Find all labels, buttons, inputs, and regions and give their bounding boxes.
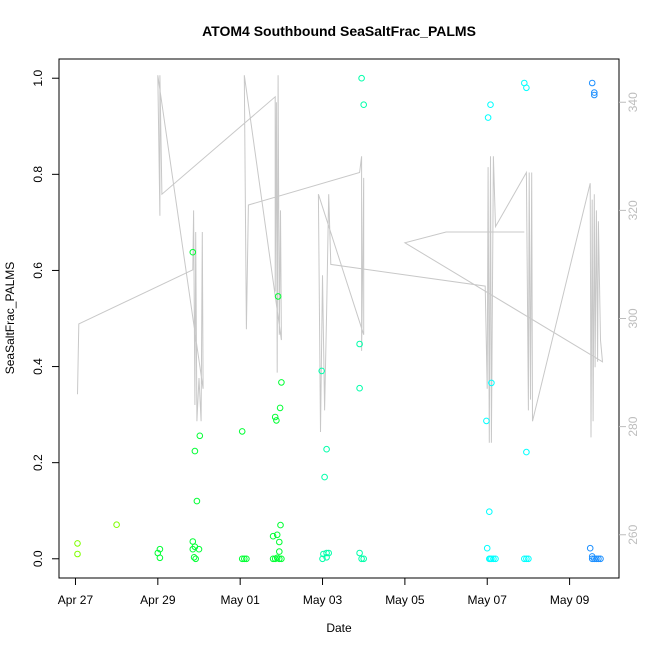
- data-point: [277, 521, 284, 529]
- secondary-y-axis: 260 280 300 320 340: [619, 92, 640, 545]
- data-point: [597, 555, 604, 563]
- data-point: [487, 101, 494, 108]
- data-point: [358, 555, 365, 563]
- data-point: [325, 549, 333, 557]
- data-point: [156, 554, 164, 562]
- y2-tick-label: 320: [626, 200, 640, 220]
- data-point: [193, 497, 201, 505]
- data-point: [323, 549, 330, 557]
- data-point: [196, 432, 204, 440]
- data-point: [591, 555, 598, 563]
- data-point: [243, 555, 250, 563]
- data-point: [490, 555, 497, 563]
- data-point: [238, 555, 246, 563]
- data-point: [276, 538, 283, 546]
- y-tick-label: 0.4: [31, 358, 45, 375]
- data-point: [360, 555, 368, 563]
- data-point: [595, 555, 602, 563]
- data-point: [591, 91, 598, 99]
- data-point: [356, 340, 363, 348]
- data-point: [521, 555, 528, 563]
- data-point: [523, 555, 530, 563]
- data-point: [523, 448, 530, 456]
- data-point: [586, 544, 594, 552]
- data-point: [276, 404, 284, 412]
- data-point: [483, 544, 491, 552]
- data-point: [356, 384, 363, 392]
- x-tick-label: May 09: [550, 593, 590, 607]
- data-point: [523, 84, 530, 92]
- data-point: [192, 555, 199, 563]
- x-axis: Apr 27 Apr 29 May 01 May 03 May 05 May 07 May …: [58, 577, 590, 607]
- data-point: [276, 548, 283, 555]
- data-point: [278, 379, 285, 386]
- data-point: [356, 549, 363, 557]
- secondary-line-layer: [77, 75, 604, 443]
- data-point: [483, 417, 490, 425]
- data-point: [271, 413, 279, 421]
- data-point: [156, 545, 164, 553]
- data-point: [488, 555, 495, 563]
- data-point: [588, 555, 596, 563]
- data-point: [189, 248, 197, 256]
- data-point: [190, 554, 198, 561]
- data-point: [591, 89, 598, 96]
- data-point: [593, 555, 600, 563]
- y2-tick-label: 340: [626, 92, 640, 112]
- y2-tick-label: 280: [626, 416, 640, 436]
- x-tick-label: May 07: [468, 593, 508, 607]
- data-point: [276, 555, 283, 563]
- data-point: [525, 555, 532, 563]
- y-tick-label: 1.0: [31, 70, 45, 87]
- data-point: [360, 101, 368, 108]
- data-point: [321, 473, 328, 481]
- chart-title: ATOM4 Southbound SeaSaltFrac_PALMS: [202, 23, 476, 39]
- x-tick-label: Apr 29: [140, 593, 176, 607]
- data-point: [273, 531, 281, 539]
- data-point: [269, 555, 277, 563]
- data-point: [323, 445, 330, 453]
- y-tick-label: 0.2: [31, 454, 45, 471]
- x-tick-label: May 03: [303, 593, 343, 607]
- y2-tick-label: 300: [626, 308, 640, 328]
- data-point: [484, 114, 492, 121]
- data-point: [241, 555, 248, 563]
- data-point: [74, 550, 81, 558]
- data-point: [588, 79, 596, 87]
- secondary-series-line: [77, 75, 604, 443]
- data-point: [318, 367, 326, 375]
- x-axis-label: Date: [326, 621, 352, 635]
- scatter-points-layer: [74, 74, 604, 563]
- y-tick-label: 0.0: [31, 550, 45, 567]
- y-axis-label: SeaSaltFrac_PALMS: [3, 262, 17, 375]
- x-tick-label: May 05: [385, 593, 425, 607]
- data-point: [191, 447, 199, 455]
- data-point: [238, 428, 246, 435]
- data-point: [74, 540, 81, 547]
- y-tick-label: 0.6: [31, 262, 45, 279]
- data-point: [488, 379, 495, 387]
- y2-tick-label: 260: [626, 524, 640, 544]
- data-point: [113, 521, 120, 529]
- data-point: [195, 545, 203, 553]
- data-point: [492, 555, 499, 563]
- x-tick-label: Apr 27: [58, 593, 94, 607]
- data-point: [274, 293, 282, 300]
- data-point: [486, 508, 493, 516]
- x-tick-label: May 01: [220, 593, 260, 607]
- data-point: [358, 74, 365, 82]
- data-point: [278, 555, 285, 563]
- data-point: [269, 532, 277, 540]
- y-tick-label: 0.8: [31, 166, 45, 183]
- y-axis: 0.0 0.2 0.4 0.6 0.8 1.0: [31, 70, 60, 567]
- data-point: [319, 555, 326, 563]
- data-point: [273, 417, 280, 424]
